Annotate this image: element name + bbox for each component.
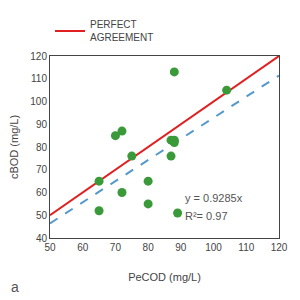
svg-text:PeCOD (mg/L): PeCOD (mg/L)	[128, 271, 201, 283]
svg-text:cBOD (mg/L): cBOD (mg/L)	[8, 115, 20, 179]
svg-text:R²= 0.97: R²= 0.97	[185, 210, 228, 222]
svg-text:100: 100	[205, 242, 222, 253]
svg-text:80: 80	[36, 142, 48, 153]
svg-text:40: 40	[36, 233, 48, 244]
svg-text:50: 50	[36, 210, 48, 221]
svg-text:90: 90	[36, 119, 48, 130]
svg-text:PERFECTAGREEMENT: PERFECTAGREEMENT	[90, 19, 153, 43]
svg-text:80: 80	[143, 242, 155, 253]
svg-text:90: 90	[175, 242, 187, 253]
svg-text:120: 120	[271, 242, 288, 253]
svg-text:100: 100	[30, 96, 47, 107]
svg-text:70: 70	[110, 242, 122, 253]
svg-text:120: 120	[30, 51, 47, 62]
svg-text:50: 50	[44, 242, 56, 253]
svg-text:a: a	[11, 279, 19, 295]
svg-text:110: 110	[238, 242, 254, 253]
svg-text:y = 0.9285x: y = 0.9285x	[185, 192, 243, 204]
svg-text:60: 60	[36, 187, 48, 198]
svg-text:70: 70	[36, 164, 48, 175]
svg-text:110: 110	[31, 73, 47, 84]
svg-text:60: 60	[77, 242, 89, 253]
